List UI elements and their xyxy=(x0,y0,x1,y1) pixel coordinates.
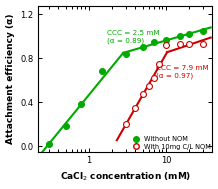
Point xyxy=(80,103,83,106)
Point xyxy=(152,77,156,80)
Text: CCC = 7.9 mM
(α = 0.97): CCC = 7.9 mM (α = 0.97) xyxy=(156,65,209,79)
Legend: Without NOM, With 10mg C/L NOM: Without NOM, With 10mg C/L NOM xyxy=(129,136,210,149)
Point xyxy=(164,43,168,46)
Point xyxy=(164,38,168,41)
Y-axis label: Attachment efficiency (α): Attachment efficiency (α) xyxy=(5,13,15,144)
Point xyxy=(187,43,191,46)
Text: CCC = 2.5 mM
(α = 0.89): CCC = 2.5 mM (α = 0.89) xyxy=(107,30,159,44)
Point xyxy=(147,84,151,87)
Point xyxy=(157,62,160,65)
X-axis label: CaCl$_2$ concentration (mM): CaCl$_2$ concentration (mM) xyxy=(60,171,191,184)
Point xyxy=(47,142,50,145)
Point xyxy=(134,106,137,109)
Point xyxy=(152,40,156,43)
Point xyxy=(201,29,204,32)
Point xyxy=(178,43,181,46)
Point xyxy=(101,70,104,73)
Point xyxy=(187,33,191,36)
Point xyxy=(141,46,145,49)
Point xyxy=(178,35,181,38)
Point xyxy=(64,125,67,128)
Point xyxy=(124,123,128,126)
Point xyxy=(201,43,204,46)
Point xyxy=(124,52,128,55)
Point xyxy=(141,93,145,96)
